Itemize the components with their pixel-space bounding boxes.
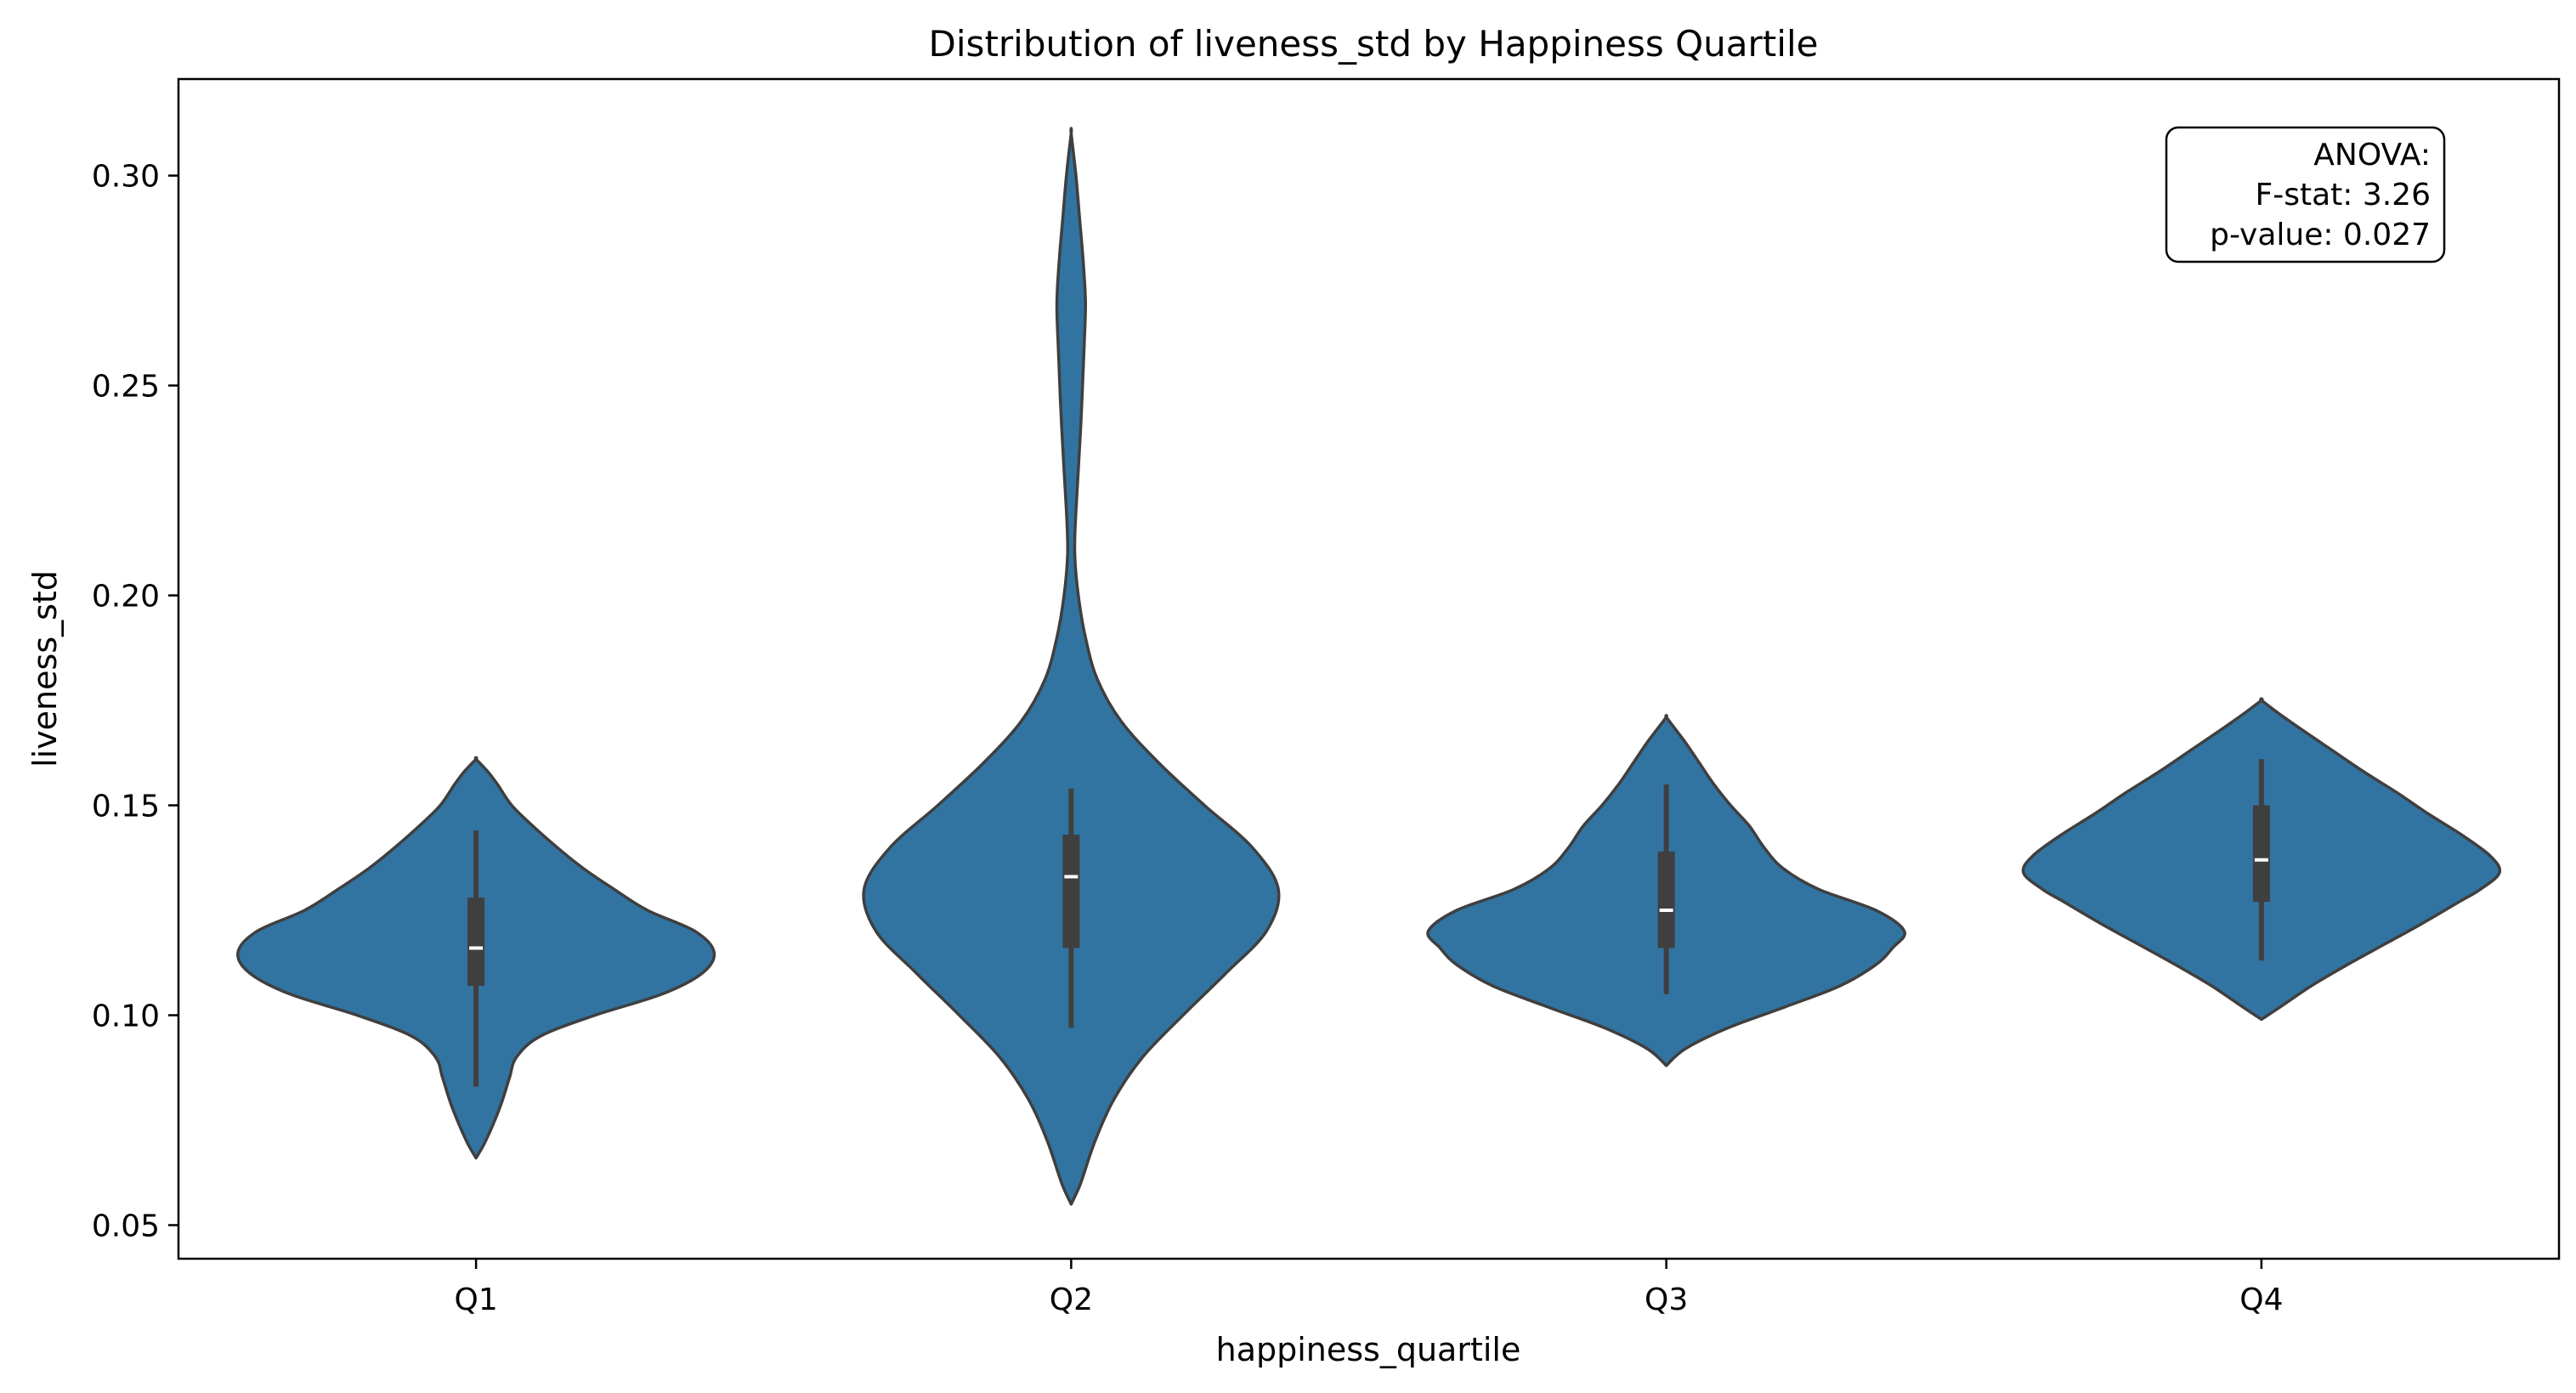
y-tick-label: 0.25 <box>92 370 160 405</box>
chart-title: Distribution of liveness_std by Happines… <box>929 23 1819 65</box>
x-tick-label: Q2 <box>1050 1283 1093 1317</box>
y-axis-label: liveness_std <box>26 570 64 767</box>
violin-body <box>862 127 1281 1206</box>
x-axis-label: happiness_quartile <box>1216 1331 1521 1368</box>
plot-frame <box>177 77 2561 1260</box>
annotation-box <box>2165 126 2446 263</box>
annotation-line-1: ANOVA: <box>2313 138 2431 173</box>
x-tick-label: Q4 <box>2239 1283 2283 1317</box>
violin-q4 <box>2021 697 2502 1022</box>
y-axis: 0.05 0.10 0.15 0.20 0.25 0.30 <box>92 160 178 1243</box>
violin-iqr-box <box>1657 851 1675 948</box>
violin-iqr-box <box>1062 835 1080 948</box>
x-tick-label: Q3 <box>1645 1283 1688 1317</box>
y-tick-label: 0.10 <box>92 999 160 1034</box>
y-tick-label: 0.05 <box>92 1209 160 1243</box>
anova-annotation: ANOVA: F-stat: 3.26 p-value: 0.027 <box>2165 126 2446 263</box>
annotation-line-3: p-value: 0.027 <box>2210 218 2431 252</box>
violin-q1 <box>236 756 716 1160</box>
annotation-line-2: F-stat: 3.26 <box>2256 178 2431 212</box>
y-tick-label: 0.20 <box>92 580 160 614</box>
violin-iqr-box <box>2252 805 2270 903</box>
y-tick-label: 0.15 <box>92 790 160 824</box>
x-axis: Q1 Q2 Q3 Q4 <box>455 1259 2284 1317</box>
violins-layer <box>236 127 2502 1206</box>
violin-q3 <box>1426 714 1906 1067</box>
violin-q2 <box>862 127 1281 1206</box>
violin-iqr-box <box>467 898 485 986</box>
y-tick-label: 0.30 <box>92 160 160 195</box>
x-tick-label: Q1 <box>455 1283 498 1317</box>
